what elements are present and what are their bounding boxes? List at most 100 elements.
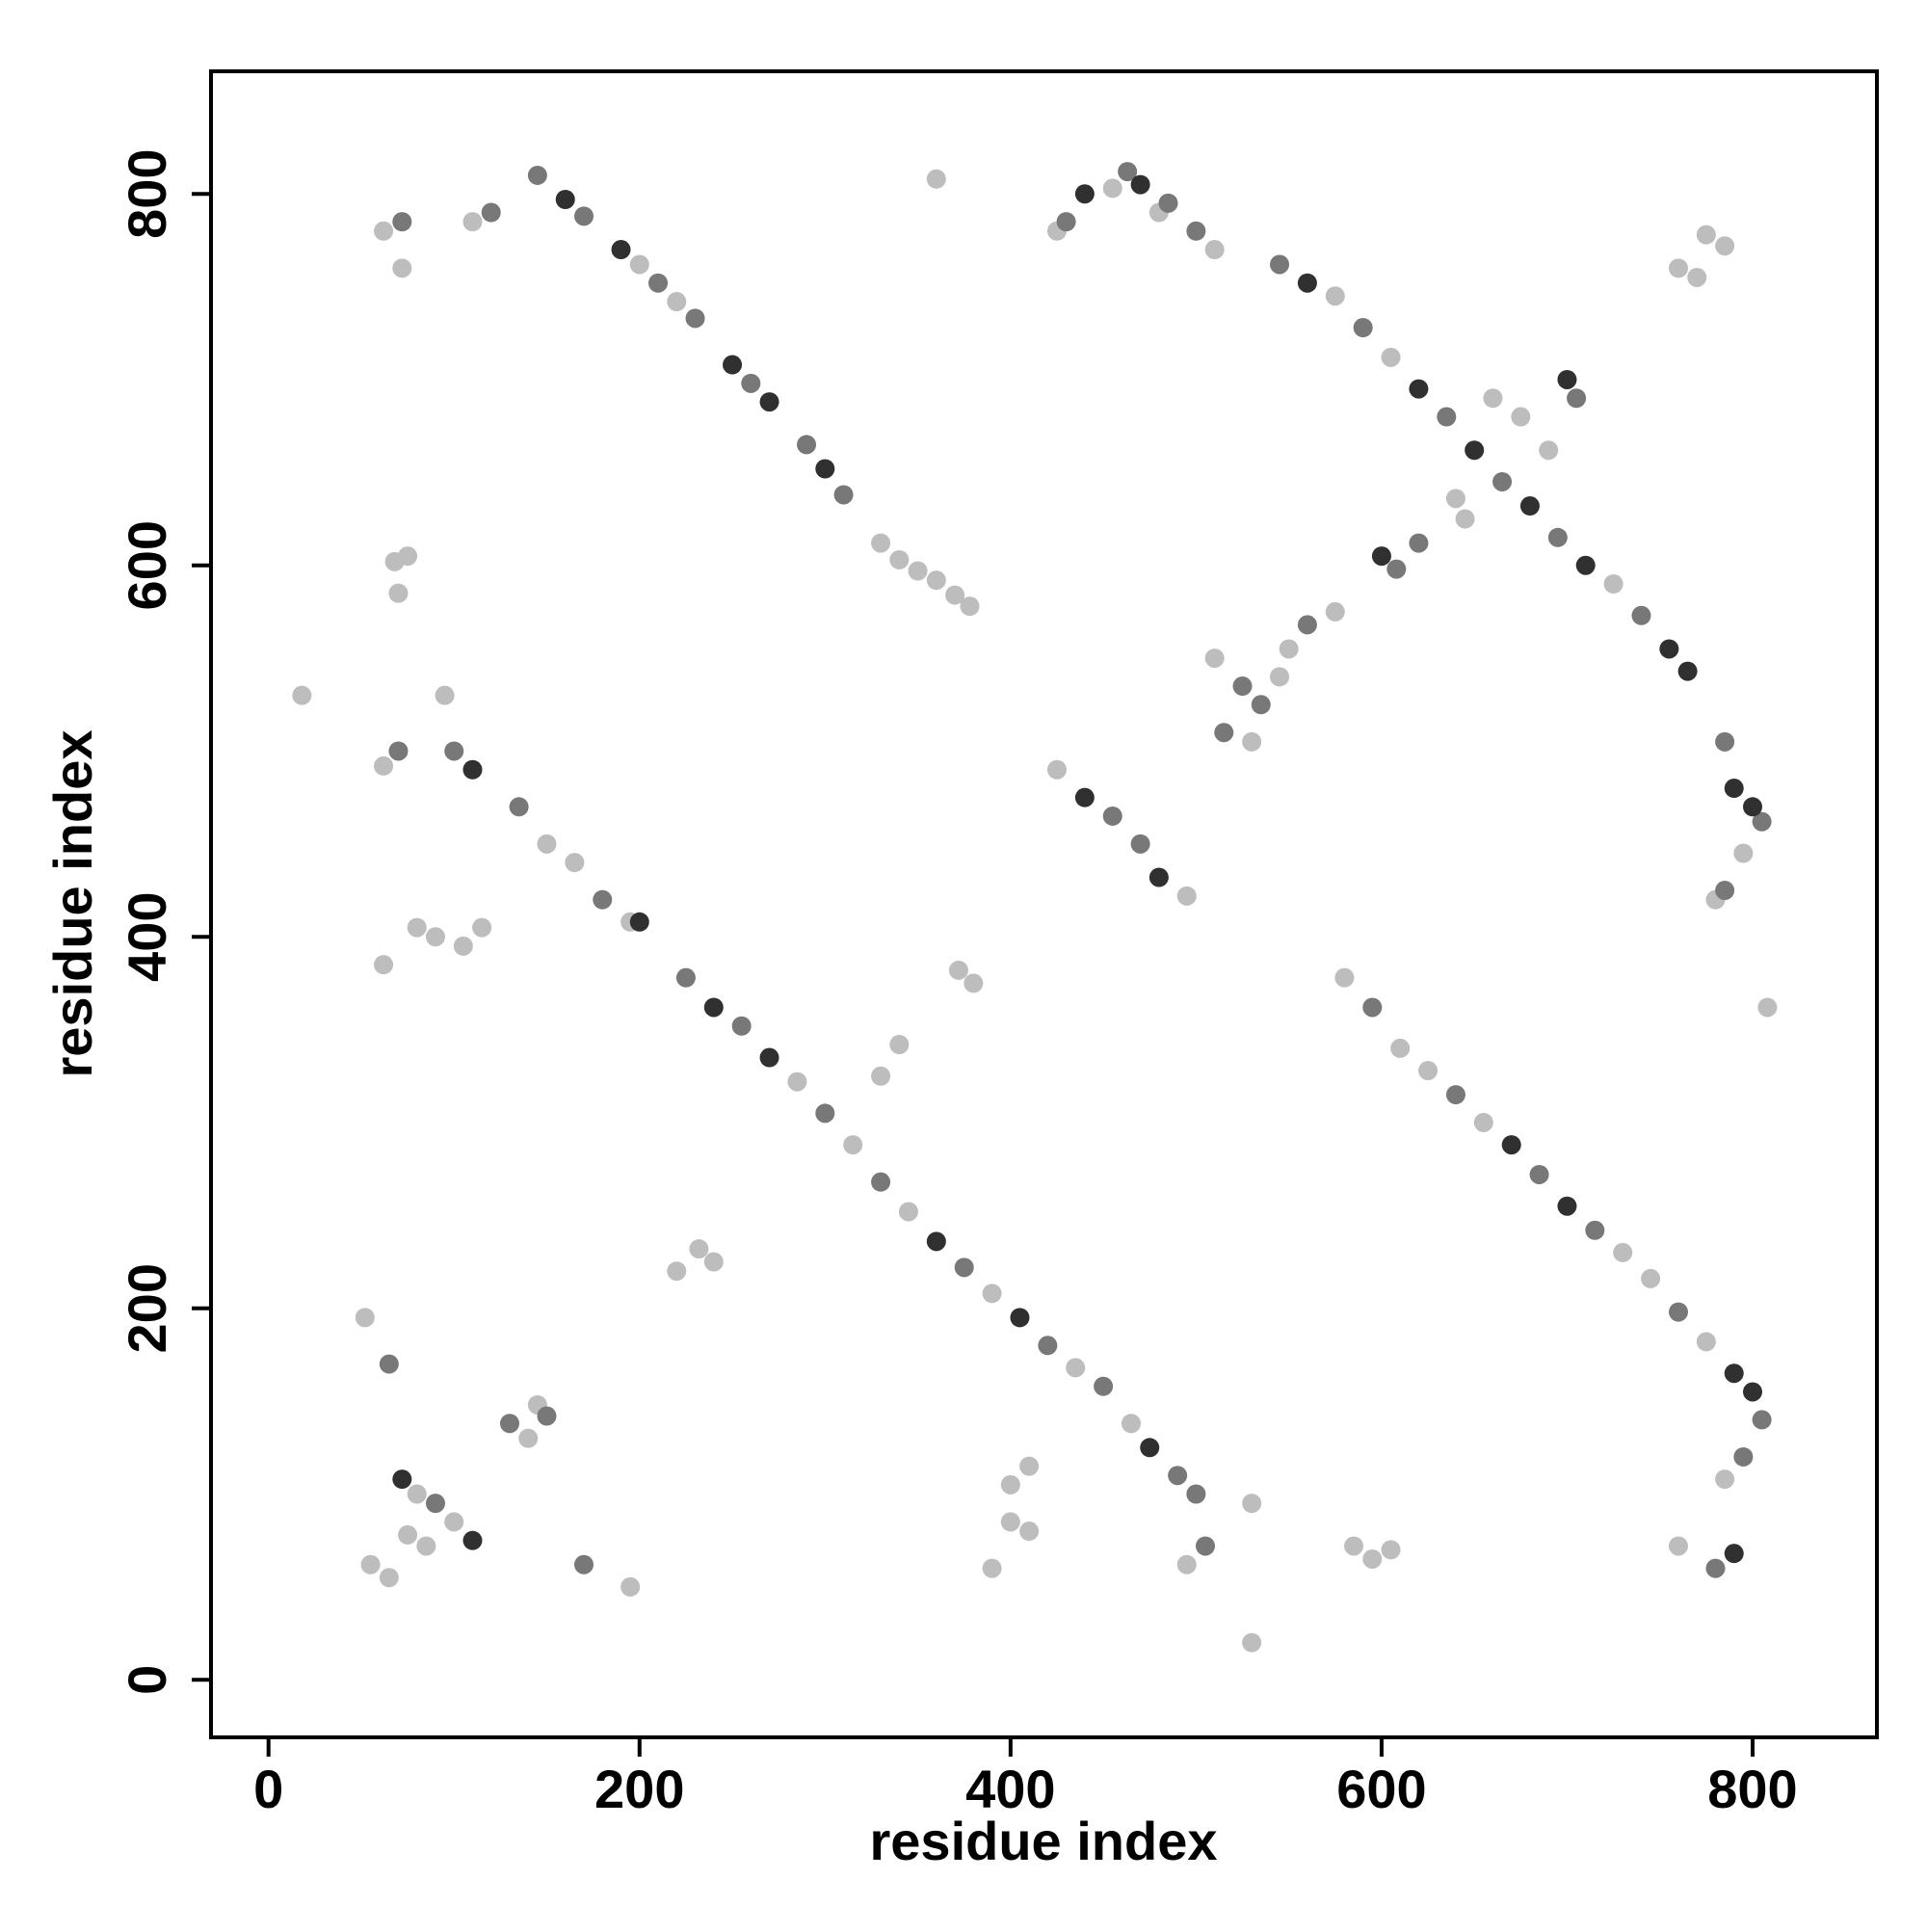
point <box>926 1231 946 1252</box>
point <box>1418 1061 1439 1081</box>
point <box>1242 1632 1262 1653</box>
point <box>1668 1536 1688 1556</box>
point <box>1381 1540 1401 1560</box>
point <box>1102 178 1122 198</box>
point <box>1000 1512 1020 1532</box>
point <box>1270 254 1290 275</box>
point <box>425 927 445 947</box>
point <box>392 1469 412 1490</box>
point <box>1214 723 1234 743</box>
point <box>481 202 501 223</box>
point <box>444 741 464 761</box>
point <box>667 292 687 312</box>
point <box>1297 615 1317 635</box>
point <box>392 212 412 232</box>
point <box>374 221 394 241</box>
point <box>1567 388 1587 409</box>
point <box>1585 1220 1605 1240</box>
point <box>1334 967 1355 988</box>
point <box>1204 648 1225 669</box>
point <box>1668 258 1688 278</box>
point <box>1742 1382 1762 1402</box>
point <box>379 1568 399 1588</box>
y-tick-label: 600 <box>117 520 177 610</box>
point <box>537 834 557 854</box>
point <box>1344 1536 1364 1556</box>
point <box>1390 1038 1411 1058</box>
point <box>292 685 312 705</box>
point <box>675 967 696 988</box>
point <box>1631 605 1651 625</box>
point <box>407 917 427 938</box>
point <box>1668 1302 1688 1322</box>
point <box>1733 843 1754 863</box>
point <box>1204 240 1225 260</box>
point <box>871 533 891 553</box>
x-tick-label: 0 <box>253 1759 283 1819</box>
point <box>374 755 394 776</box>
point <box>648 273 669 293</box>
point <box>565 853 585 873</box>
point <box>593 889 613 910</box>
point <box>1455 509 1475 529</box>
point <box>537 1406 557 1426</box>
point <box>1279 639 1299 659</box>
point <box>1557 369 1577 389</box>
point <box>388 741 409 761</box>
point <box>797 435 817 455</box>
point <box>741 373 761 393</box>
point <box>1473 1112 1493 1132</box>
point <box>889 549 910 569</box>
point <box>499 1414 519 1434</box>
point <box>1409 379 1429 399</box>
point <box>1353 318 1373 337</box>
point <box>1386 559 1407 579</box>
point <box>954 1257 974 1278</box>
point <box>1715 731 1735 752</box>
point <box>1381 347 1401 367</box>
point <box>555 190 575 209</box>
point <box>379 1354 399 1374</box>
point <box>759 1047 779 1068</box>
point <box>898 1202 918 1222</box>
point <box>1511 407 1531 427</box>
x-tick-label: 600 <box>1336 1759 1426 1819</box>
point <box>1140 1438 1160 1458</box>
point <box>1529 1164 1549 1184</box>
point <box>1659 639 1679 659</box>
point <box>527 165 547 185</box>
point <box>1409 533 1429 553</box>
point <box>1046 759 1067 780</box>
point <box>1445 489 1465 509</box>
point <box>1465 440 1485 461</box>
point <box>1121 1414 1141 1434</box>
point <box>1724 779 1744 799</box>
point <box>1613 1242 1633 1262</box>
point <box>1158 193 1178 213</box>
point <box>908 561 928 581</box>
point <box>815 459 835 479</box>
point <box>1130 174 1150 195</box>
point <box>1752 811 1772 832</box>
x-tick-label: 400 <box>965 1759 1055 1819</box>
point <box>1196 1536 1216 1556</box>
point <box>982 1284 1002 1304</box>
point <box>1019 1522 1040 1542</box>
point <box>1492 471 1513 491</box>
point <box>355 1308 375 1328</box>
x-tick-label: 200 <box>594 1759 684 1819</box>
point <box>1325 601 1345 622</box>
point <box>509 797 529 817</box>
point <box>1603 574 1623 594</box>
point <box>833 485 854 505</box>
point <box>1539 440 1559 461</box>
point <box>462 1530 483 1550</box>
point <box>1757 997 1778 1018</box>
point <box>462 759 483 780</box>
point <box>948 960 968 980</box>
point <box>723 355 743 375</box>
point <box>787 1072 807 1092</box>
point <box>1094 1376 1114 1396</box>
